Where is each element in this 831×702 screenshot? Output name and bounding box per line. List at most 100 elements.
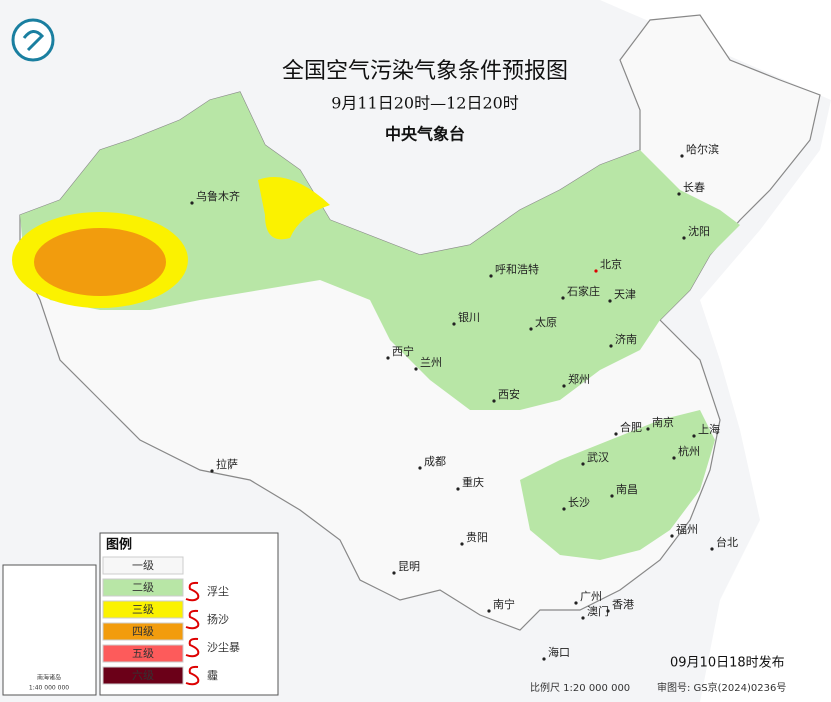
city-dot [594,269,598,273]
map-number: 审图号: GS京(2024)0236号 [657,681,786,694]
subtitle: 9月11日20时—12日20时 [331,94,519,113]
city-label: 乌鲁木齐 [196,189,240,203]
city-dot [460,542,464,546]
legend-symbol [185,609,200,630]
inset-box [2,564,97,696]
city-dot [646,427,650,431]
legend-symbol-label: 沙尘暴 [207,641,240,654]
city-dot [418,466,422,470]
city-label: 杭州 [678,444,700,458]
city-dot [574,601,578,605]
legend-symbol [185,581,200,602]
city-label: 贵阳 [466,531,488,544]
city-label: 合肥 [620,420,642,434]
logo [11,18,55,62]
city-dot [542,657,546,661]
city-label: 银川 [458,310,480,324]
city-label: 长春 [683,181,705,194]
logo-mark [22,30,45,52]
city-label: 台北 [716,535,738,549]
legend-level: 三级 [132,603,154,616]
city-dot [561,296,565,300]
legend-symbol-label: 扬沙 [207,612,229,626]
legend-level: 二级 [132,581,154,594]
city-dot [610,494,614,498]
city-dot [672,456,676,460]
issuer: 中央气象台 [385,125,465,144]
legend-symbol-label: 霾 [207,669,218,682]
title: 全国空气污染气象条件预报图 [282,59,568,84]
city-dot [710,547,714,551]
legend-title: 图例 [106,537,132,553]
city-dot [692,434,696,438]
city-label: 西安 [498,387,520,401]
city-label: 兰州 [420,356,442,369]
city-label: 济南 [615,332,637,346]
city-dot [190,201,194,205]
city-label: 南昌 [616,483,638,496]
city-dot [608,299,612,303]
city-dot [581,616,585,620]
legend-symbol [185,665,200,686]
city-label: 南宁 [493,597,515,611]
scale: 比例尺 1:20 000 000 [530,681,630,694]
city-dot [487,609,491,613]
city-label: 上海 [698,422,720,436]
city-label: 拉萨 [216,457,238,471]
city-dot [682,236,686,240]
city-label: 沈阳 [688,224,710,238]
city-label: 石家庄 [567,284,600,298]
legend-level: 一级 [132,559,154,572]
city-dot [609,344,613,348]
legend-swatch [102,666,184,685]
city-dot [562,384,566,388]
city-label: 太原 [535,316,557,329]
legend-swatch [102,578,184,597]
level-3-area [258,177,330,240]
legend-level: 四级 [132,625,154,638]
city-label: 武汉 [587,451,609,464]
city-dot [452,322,456,326]
city-dot [489,274,493,278]
city-label: 澳门 [587,604,609,618]
sea [600,0,831,702]
legend-swatch [102,600,184,619]
issued: 09月10日18时发布 [670,655,785,671]
city-dot [614,432,618,436]
city-dot [670,534,674,538]
city-label: 北京 [600,257,622,271]
city-label: 广州 [580,590,602,603]
city-dot [414,367,418,371]
inset-label: 南海诸岛 [37,674,61,682]
city-label: 哈尔滨 [686,142,719,156]
city-dot [562,507,566,511]
legend-swatch [102,622,184,641]
legend-level: 六级 [132,669,154,682]
city-dot [529,327,533,331]
city-label: 福州 [676,522,698,536]
legend-swatch [102,644,184,663]
inset-scale: 1:40 000 000 [29,685,69,692]
city-label: 香港 [612,598,634,611]
city-label: 西宁 [392,344,414,358]
city-dot [680,154,684,158]
city-label: 重庆 [462,475,484,489]
city-dot [210,469,214,473]
city-label: 南京 [652,415,674,429]
city-label: 长沙 [568,496,590,509]
city-label: 郑州 [568,372,590,386]
level-4-area [34,228,166,296]
legend-symbol-label: 浮尘 [207,585,229,598]
city-label: 海口 [548,645,570,659]
legend-swatch [102,556,184,575]
legend-level: 五级 [132,647,154,660]
city-label: 天津 [614,288,636,301]
city-label: 成都 [424,455,446,468]
city-dot [677,192,681,196]
city-label: 昆明 [398,560,420,573]
city-dot [392,571,396,575]
city-dot [581,462,585,466]
level-2-north [20,92,740,410]
city-dot [386,356,390,360]
